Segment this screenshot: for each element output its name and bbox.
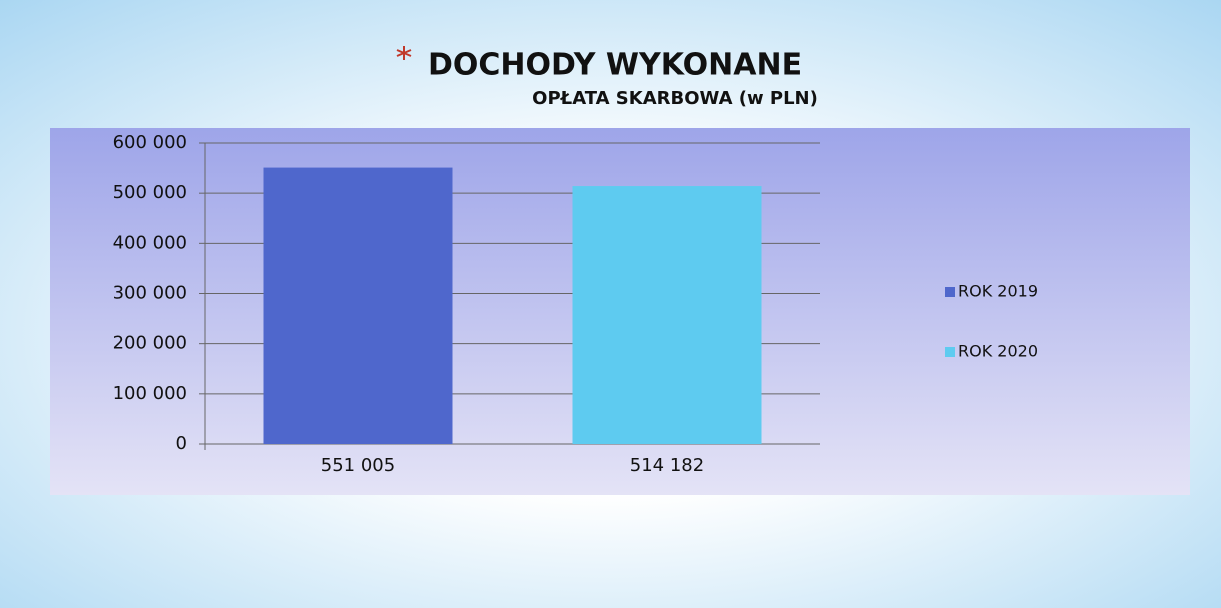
value-label: 514 182	[630, 455, 704, 476]
legend-swatch	[945, 347, 955, 357]
legend-label: ROK 2019	[958, 282, 1038, 301]
y-tick-label: 600 000	[113, 132, 187, 153]
y-tick-label: 100 000	[113, 383, 187, 404]
legend-swatch	[945, 287, 955, 297]
value-label: 551 005	[321, 455, 395, 476]
legend-label: ROK 2020	[958, 342, 1038, 361]
bullet-star	[396, 46, 412, 60]
y-tick-label: 300 000	[113, 283, 187, 304]
y-tick-label: 400 000	[113, 232, 187, 253]
y-tick-label: 200 000	[113, 333, 187, 354]
y-tick-label: 0	[176, 433, 187, 454]
bar	[572, 186, 762, 444]
bar	[263, 167, 453, 444]
chart-subtitle: OPŁATA SKARBOWA (w PLN)	[532, 88, 818, 109]
y-tick-label: 500 000	[113, 182, 187, 203]
chart-title: DOCHODY WYKONANE	[428, 48, 802, 83]
